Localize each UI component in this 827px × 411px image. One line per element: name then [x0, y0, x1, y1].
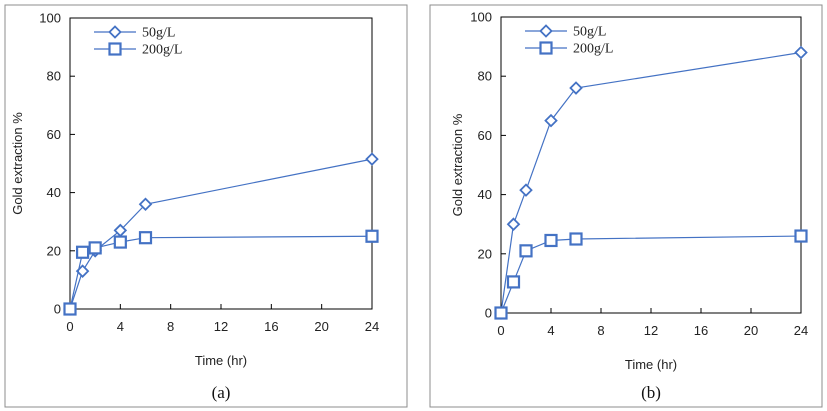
series-line	[69, 158, 373, 310]
y-tick-label: 40	[478, 187, 492, 202]
panel-caption: (b)	[641, 383, 661, 402]
x-tick-label: 16	[694, 323, 708, 338]
panel-border	[429, 4, 823, 408]
data-point	[113, 235, 127, 249]
data-point	[794, 45, 808, 60]
legend-label: 200g/L	[142, 43, 182, 58]
data-point	[519, 183, 533, 197]
data-point	[63, 302, 77, 316]
legend-marker	[108, 42, 122, 56]
series-50g-per-l	[494, 45, 808, 320]
data-point	[544, 233, 558, 248]
series-200g-per-l	[494, 229, 808, 320]
data-point	[365, 229, 379, 243]
y-tick-label: 100	[470, 10, 492, 25]
x-tick-label: 8	[597, 323, 604, 338]
x-tick-label: 20	[744, 323, 758, 338]
x-tick-label: 0	[497, 323, 504, 338]
legend: 50g/L 200g/L	[525, 24, 613, 57]
x-tick-label: 24	[794, 323, 808, 338]
panel-border	[4, 4, 408, 408]
y-tick-label: 80	[47, 69, 61, 84]
data-point	[506, 217, 521, 231]
legend-label: 50g/L	[142, 26, 175, 41]
data-point	[569, 232, 583, 246]
chart-panel-2: 0 20 40 60 80 100 0 4 8 12 16 20 24 Time (hr) Gold ext…	[429, 4, 823, 408]
y-tick-label: 60	[478, 128, 492, 143]
series-line	[500, 235, 802, 314]
legend-label: 200g/L	[573, 42, 613, 57]
data-point	[88, 241, 102, 255]
data-point	[506, 275, 521, 289]
x-tick-label: 8	[167, 319, 174, 334]
legend: 50g/L 200g/L	[94, 25, 182, 58]
panel-caption: (a)	[212, 383, 231, 402]
data-point	[365, 152, 379, 166]
legend-marker	[539, 41, 553, 55]
data-point	[544, 113, 558, 128]
y-tick-label: 0	[54, 302, 61, 317]
y-axis-title: Gold extraction %	[450, 113, 465, 216]
data-point	[794, 229, 808, 243]
chart-panel-1: 0 20 40 60 80 100 0 4 8 12 16 20 24 Time (hr) Gold ext…	[4, 4, 408, 408]
y-tick-label: 0	[485, 306, 492, 321]
x-tick-label: 4	[547, 323, 554, 338]
x-tick-label: 12	[214, 319, 228, 334]
legend-marker	[108, 25, 122, 39]
y-tick-label: 40	[47, 185, 61, 200]
y-tick-label: 100	[39, 11, 61, 26]
y-tick-label: 60	[47, 127, 61, 142]
x-tick-label: 20	[314, 319, 328, 334]
data-point	[569, 81, 583, 95]
plot-area	[69, 17, 373, 310]
y-tick-label: 20	[478, 246, 492, 261]
x-axis-title: Time (hr)	[195, 353, 247, 368]
series-line	[500, 51, 802, 314]
legend-marker	[539, 24, 553, 38]
y-axis-title: Gold extraction %	[10, 112, 25, 215]
y-tick-label: 20	[47, 243, 61, 258]
data-point	[138, 231, 153, 245]
series-200g-per-l	[63, 229, 379, 316]
series-line	[69, 235, 373, 310]
series-50g-per-l	[63, 152, 379, 316]
x-tick-label: 0	[66, 319, 73, 334]
y-tick-label: 80	[478, 69, 492, 84]
data-point	[494, 306, 508, 320]
x-tick-label: 4	[117, 319, 124, 334]
data-point	[75, 245, 90, 259]
plot-area	[500, 16, 802, 314]
x-tick-label: 12	[644, 323, 658, 338]
x-axis-title: Time (hr)	[625, 357, 677, 372]
legend-label: 50g/L	[573, 25, 606, 40]
x-tick-label: 24	[365, 319, 379, 334]
data-point	[519, 244, 533, 258]
x-tick-label: 16	[264, 319, 278, 334]
data-point	[138, 197, 153, 212]
